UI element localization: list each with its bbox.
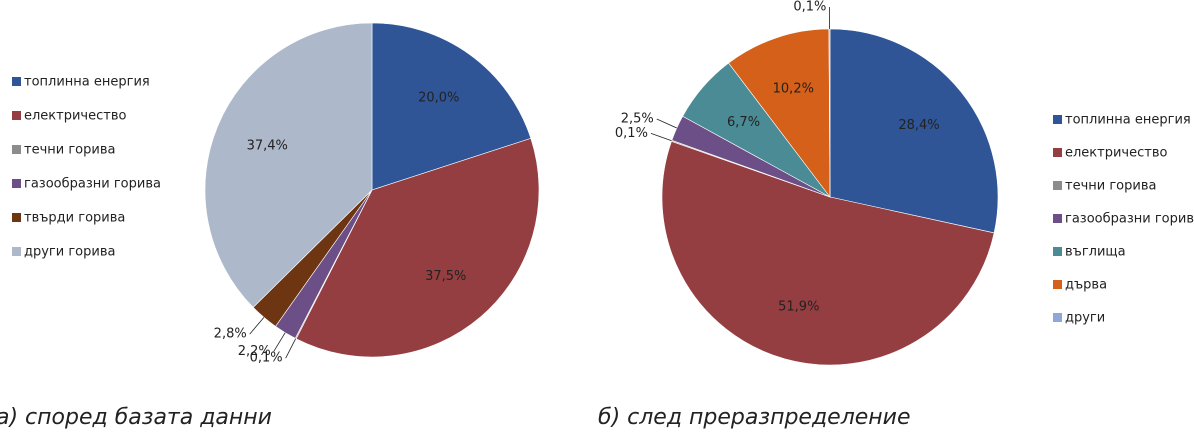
legend-swatch	[12, 213, 21, 222]
chart-title: а) според базата данни	[0, 405, 272, 430]
legend-label: топлинна енергия	[24, 75, 150, 90]
data-label: 0,1%	[793, 0, 826, 15]
data-label: 51,9%	[778, 299, 819, 314]
leader-line	[650, 133, 672, 142]
legend-swatch	[12, 145, 21, 154]
pie-slice	[661, 140, 995, 366]
chart-title: б) след преразпределение	[598, 405, 911, 430]
legend-label: газообразни горива	[1065, 212, 1194, 227]
legend-swatch	[1053, 181, 1062, 190]
pie-slice	[371, 22, 532, 191]
legend-swatch	[1053, 115, 1062, 124]
data-label: 10,2%	[773, 81, 814, 96]
legend-swatch	[1053, 313, 1062, 322]
data-label: 28,4%	[898, 118, 939, 133]
legend-label: течни горива	[24, 143, 115, 158]
data-label: 37,5%	[425, 269, 466, 284]
data-label: 6,7%	[727, 115, 760, 130]
pie-slice	[204, 22, 373, 308]
data-label: 20,0%	[418, 91, 459, 106]
legend-swatch	[1053, 280, 1062, 289]
legend-swatch	[12, 77, 21, 86]
legend-swatch	[1053, 148, 1062, 157]
legend-label: твърди горива	[24, 211, 125, 226]
legend-label: въглища	[1065, 245, 1126, 260]
legend-label: други горива	[24, 245, 115, 260]
legend-swatch	[12, 247, 21, 256]
pie-slice	[295, 138, 540, 358]
legend-label: електричество	[1065, 146, 1167, 161]
legend-label: топлинна енергия	[1065, 113, 1191, 128]
legend-swatch	[1053, 214, 1062, 223]
pie-slice	[829, 28, 999, 234]
legend-swatch	[12, 179, 21, 188]
data-label: 0,1%	[250, 351, 283, 366]
legend-label: електричество	[24, 109, 126, 124]
data-label: 2,2%	[238, 344, 271, 359]
legend-swatch	[1053, 247, 1062, 256]
leader-line	[249, 317, 265, 335]
data-label: 2,8%	[214, 327, 247, 342]
legend-label: течни горива	[1065, 179, 1156, 194]
leader-line	[656, 118, 677, 129]
legend-label: дърва	[1065, 278, 1107, 293]
data-label: 37,4%	[247, 139, 288, 154]
leader-line	[273, 332, 286, 352]
pie-slice	[728, 28, 831, 198]
legend-swatch	[12, 111, 21, 120]
legend-label: други	[1065, 311, 1105, 326]
leader-line	[285, 338, 297, 359]
legend-label: газообразни горива	[24, 177, 161, 192]
data-label: 2,5%	[621, 112, 654, 127]
data-label: 0,1%	[615, 126, 648, 141]
